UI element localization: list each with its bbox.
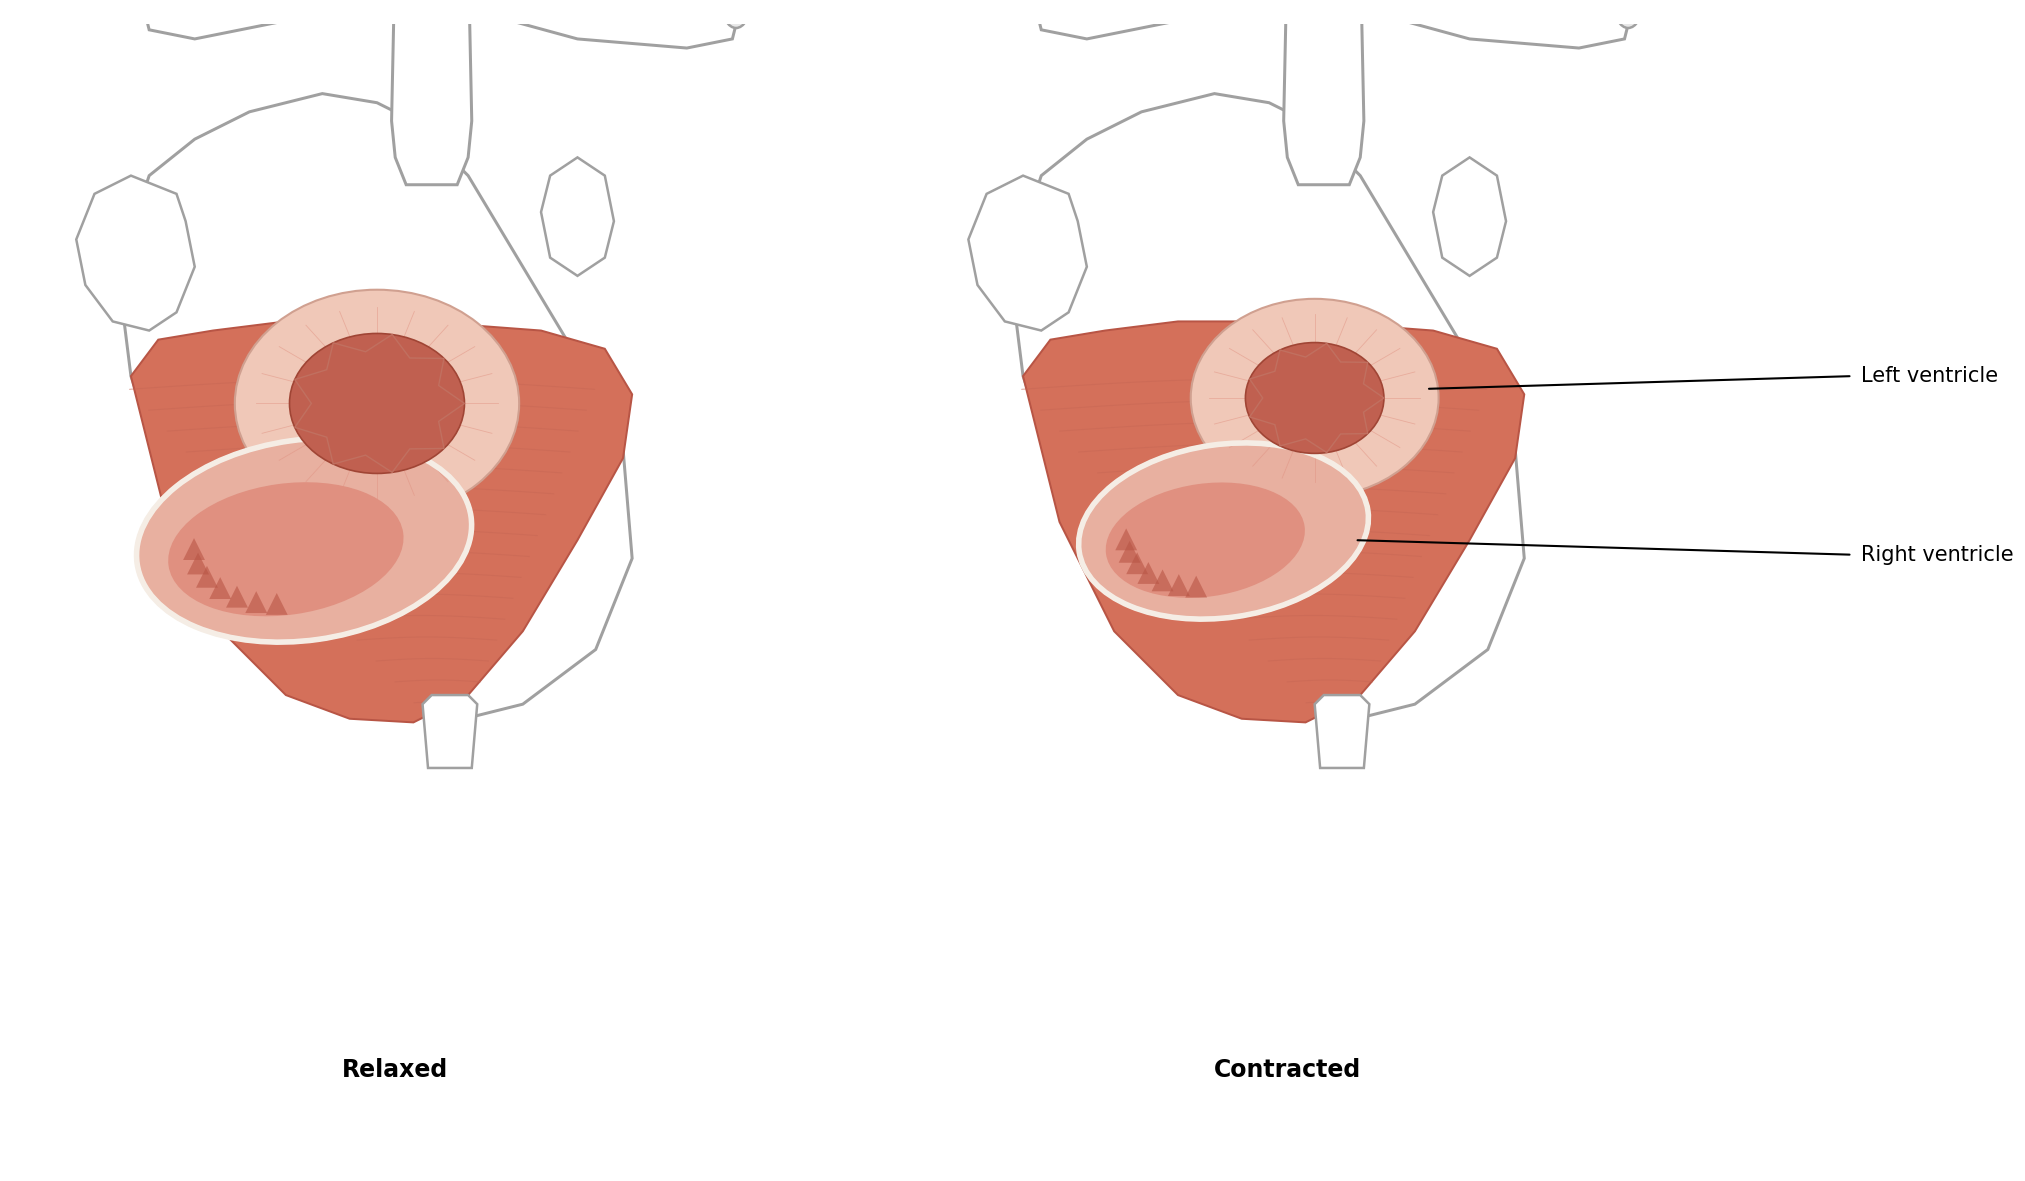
Text: Relaxed: Relaxed [342,1058,448,1082]
Ellipse shape [1191,299,1438,497]
Ellipse shape [290,333,464,474]
Polygon shape [1118,541,1140,562]
Ellipse shape [235,289,518,517]
Polygon shape [122,93,632,723]
Text: Right ventricle: Right ventricle [1861,544,2015,565]
Ellipse shape [168,482,403,616]
Polygon shape [1351,0,1634,48]
Polygon shape [1033,0,1296,39]
Polygon shape [1434,157,1507,276]
Text: Contracted: Contracted [1213,1058,1361,1082]
Polygon shape [265,593,288,615]
Polygon shape [1284,0,1365,184]
Ellipse shape [1614,0,1642,28]
Polygon shape [245,592,267,613]
Polygon shape [1015,93,1525,723]
Polygon shape [1249,344,1383,452]
Polygon shape [1116,528,1138,550]
Ellipse shape [136,438,472,642]
Polygon shape [227,586,247,608]
Ellipse shape [1079,443,1369,619]
Polygon shape [1126,553,1148,574]
Polygon shape [423,696,478,768]
Polygon shape [186,553,209,574]
Polygon shape [182,539,205,560]
Polygon shape [541,157,614,276]
Polygon shape [1168,574,1191,596]
Polygon shape [209,578,231,599]
Polygon shape [196,566,219,588]
Polygon shape [296,334,464,472]
Polygon shape [140,0,405,39]
Polygon shape [968,176,1087,331]
Polygon shape [1185,575,1207,598]
Ellipse shape [721,0,751,28]
Text: Left ventricle: Left ventricle [1861,366,1999,386]
Ellipse shape [1106,483,1304,598]
Polygon shape [460,0,741,48]
Polygon shape [1138,562,1158,583]
Polygon shape [1023,321,1525,723]
Polygon shape [132,321,632,723]
Polygon shape [1314,696,1369,768]
Polygon shape [1152,569,1174,592]
Polygon shape [77,176,194,331]
Polygon shape [391,0,472,184]
Ellipse shape [1245,342,1383,454]
